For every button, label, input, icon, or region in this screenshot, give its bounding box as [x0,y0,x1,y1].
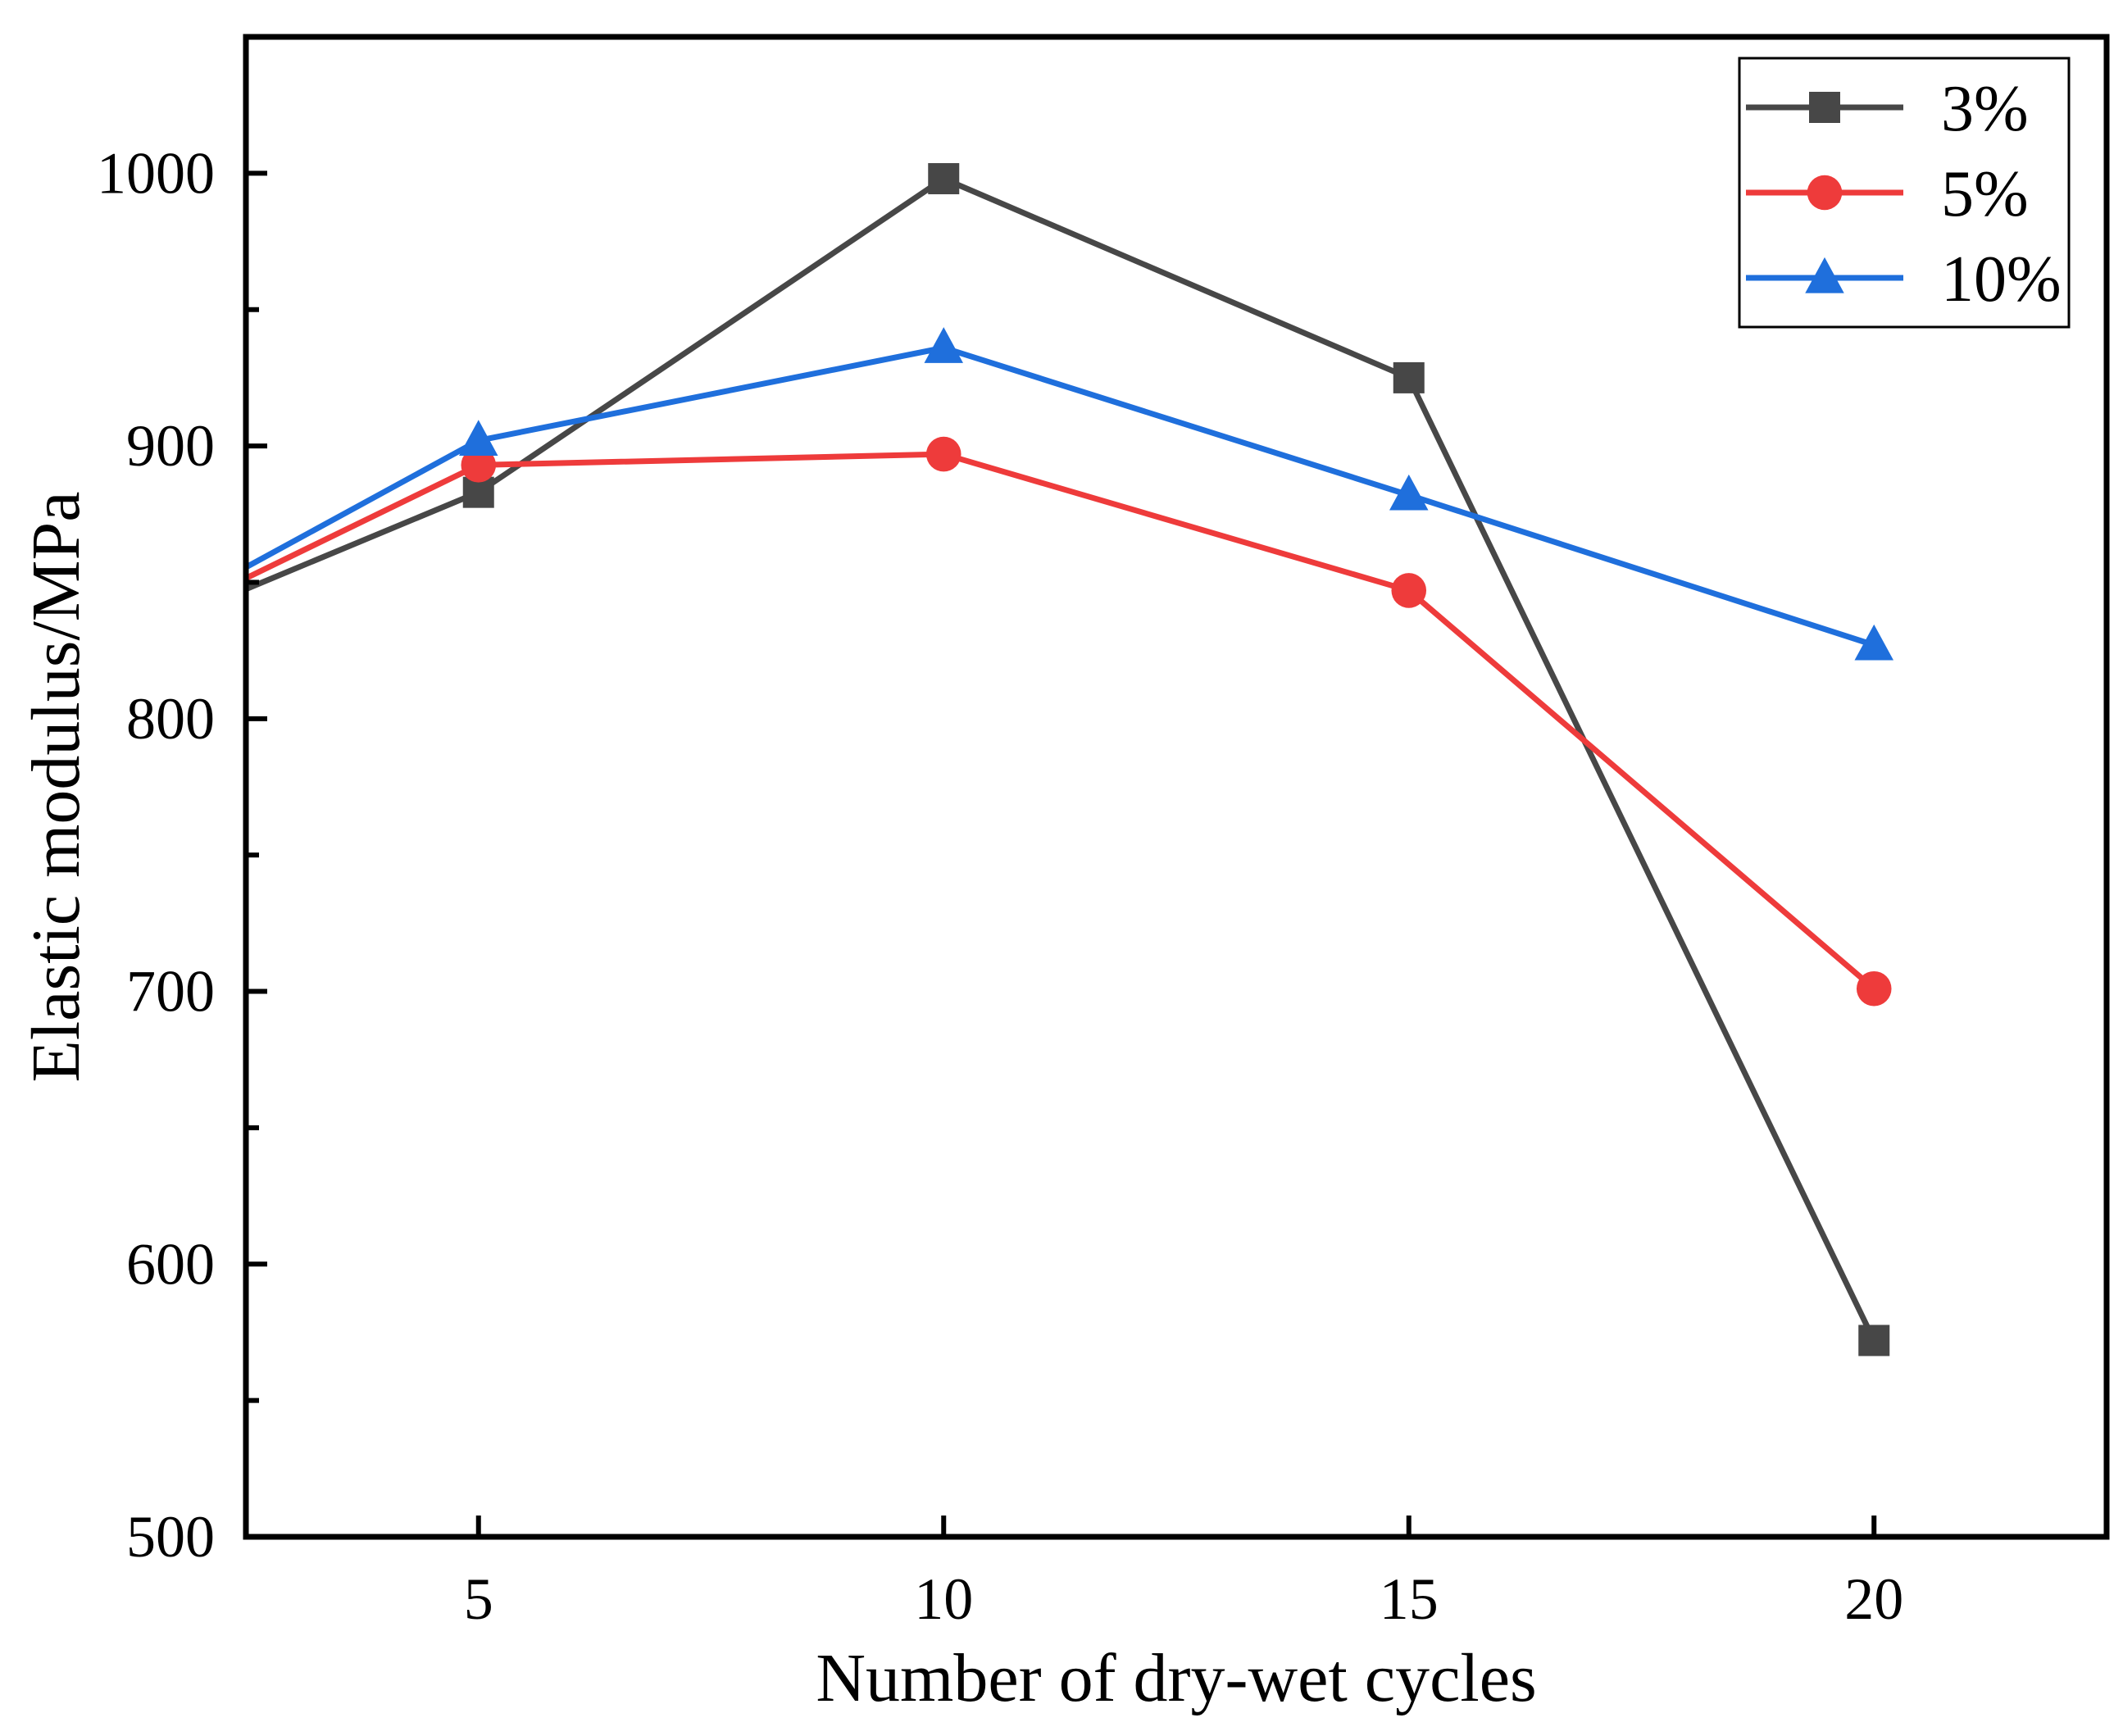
data-point [1393,361,1425,393]
x-tick-label: 5 [464,1566,493,1632]
y-tick-label: 800 [126,686,215,752]
legend-label: 10% [1941,243,2062,316]
data-point [924,327,963,363]
x-tick-label: 10 [914,1566,973,1632]
legend-marker [1807,175,1843,211]
data-point [1856,970,1892,1007]
legend-label: 3% [1941,73,2029,145]
series-line [246,451,1876,991]
y-tick-label: 900 [126,413,215,479]
legend-marker [1809,92,1840,123]
y-tick-label: 500 [126,1504,215,1570]
legend-label: 5% [1941,158,2029,230]
series-line [246,344,1875,648]
data-point [1391,573,1427,608]
series-3 [246,327,1893,661]
series-1 [246,163,1890,1357]
data-point [1389,474,1429,511]
y-tick-label: 700 [126,959,215,1025]
data-point [1854,624,1893,661]
x-axis-title: Number of dry-wet cycles [816,1640,1536,1716]
legend: 3% 5% 10% [1738,57,2071,329]
data-point [928,163,960,195]
y-tick-label: 600 [126,1231,215,1297]
data-point [459,420,498,457]
x-tick-label: 15 [1380,1566,1439,1632]
data-point [1858,1325,1890,1357]
y-tick-label: 1000 [97,140,215,206]
plot-frame [243,34,2110,1540]
legend-marker [1805,257,1844,293]
y-axis-title: Elastic modulus/MPa [18,492,94,1083]
data-point [925,436,961,472]
x-tick-label: 20 [1844,1566,1903,1632]
data-point [461,448,497,483]
series-2 [246,436,1892,1007]
